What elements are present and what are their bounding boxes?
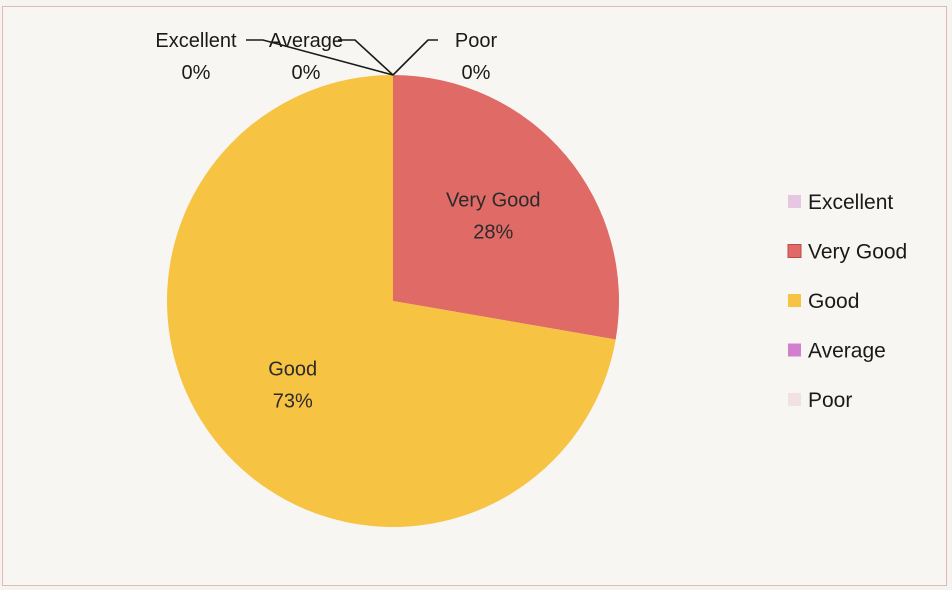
data-label-poor: Poor 0% — [455, 30, 498, 84]
pie-slices — [167, 75, 619, 528]
legend-swatch-average — [788, 343, 801, 357]
leader-line-average — [338, 39, 394, 76]
legend-label-very-good: Very Good — [808, 241, 907, 264]
data-label-very-good: Very Good 28% — [446, 190, 541, 244]
leader-line-poor — [392, 39, 438, 76]
leader-lines — [246, 39, 438, 76]
legend-label-good: Good — [808, 290, 859, 313]
leader-line-excellent — [246, 39, 394, 76]
slice-very-good — [393, 75, 619, 340]
legend-swatch-poor — [788, 393, 801, 406]
slice-good — [167, 75, 616, 528]
legend-label-average: Average — [808, 340, 886, 363]
data-label-average: Average 0% — [269, 30, 343, 84]
data-label-excellent: Excellent 0% — [155, 30, 237, 84]
data-label-good: Good 73% — [268, 358, 317, 412]
legend-label-poor: Poor — [808, 389, 852, 412]
legend-swatch-excellent — [788, 195, 801, 208]
legend-label-excellent: Excellent — [808, 191, 893, 214]
data-labels: Excellent 0% Very Good 28% Good 73% Average 0% P… — [155, 30, 540, 412]
legend-swatch-very-good — [787, 244, 802, 258]
legend-swatch-good — [788, 294, 801, 307]
legend: Excellent Very Good Good Average Poor — [787, 191, 907, 412]
